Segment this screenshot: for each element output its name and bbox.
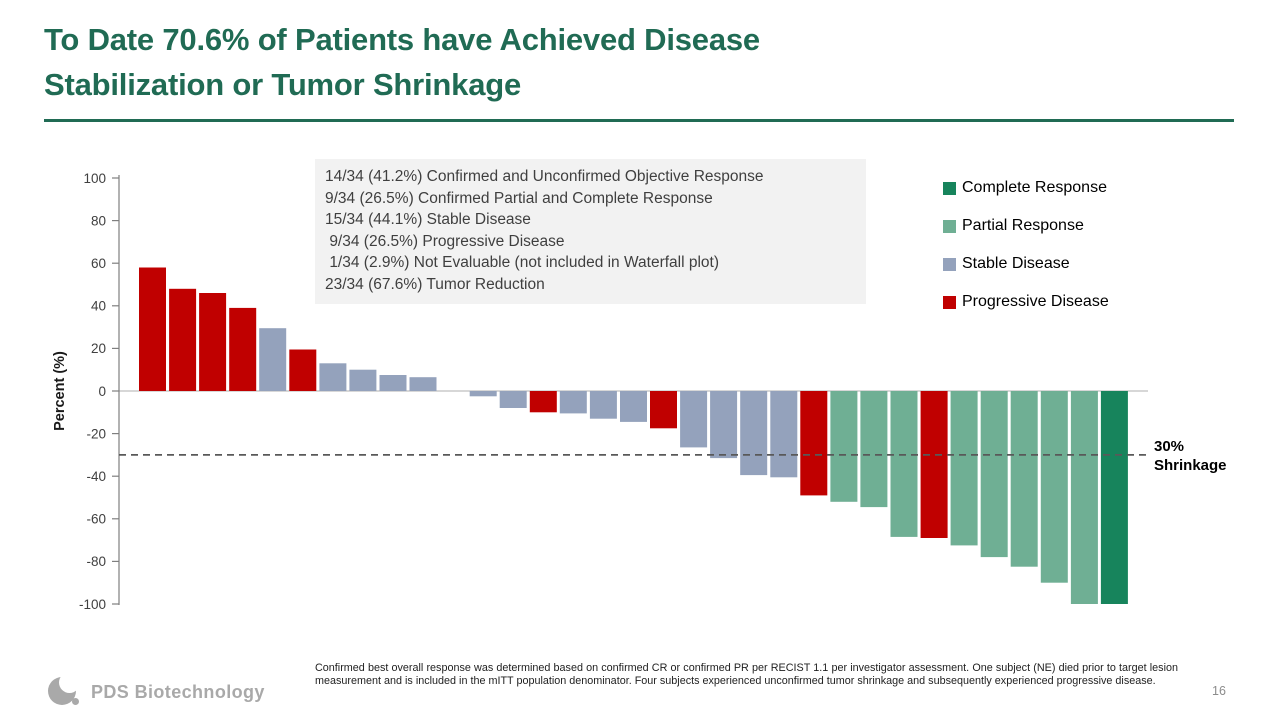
y-axis-tick-label: 0 — [98, 384, 106, 399]
pds-logo-icon — [46, 672, 82, 710]
legend-label: Stable Disease — [962, 255, 1070, 272]
waterfall-bar — [289, 349, 317, 391]
waterfall-bar — [920, 391, 948, 538]
shrinkage-annotation: 30% Shrinkage — [1154, 437, 1227, 475]
stats-line: 1/34 (2.9%) Not Evaluable (not included … — [325, 254, 720, 272]
logo-dot — [72, 698, 79, 705]
page-number: 16 — [1212, 684, 1226, 698]
waterfall-bar — [800, 391, 828, 496]
waterfall-bar — [259, 328, 287, 391]
legend-item-pd: Progressive Disease — [943, 283, 1109, 321]
legend-item-cr: Complete Response — [943, 169, 1109, 207]
stats-line: 23/34 (67.6%) Tumor Reduction — [325, 275, 545, 293]
waterfall-bar — [589, 391, 617, 419]
y-axis-tick-label: -100 — [79, 597, 106, 612]
waterfall-bar — [1040, 391, 1068, 583]
page-title-line1: To Date 70.6% of Patients have Achieved … — [44, 22, 760, 57]
shrinkage-annotation-line2: Shrinkage — [1154, 457, 1227, 474]
waterfall-bar — [139, 267, 166, 391]
waterfall-bar — [1100, 391, 1128, 604]
legend-item-pr: Partial Response — [943, 207, 1109, 245]
title-divider — [44, 119, 1234, 122]
logo-crescent — [59, 672, 80, 693]
logo: PDS Biotechnology — [46, 672, 265, 710]
y-axis-tick-label: 20 — [91, 341, 106, 356]
y-axis-tick-label: -80 — [86, 554, 106, 569]
footnote: Confirmed best overall response was dete… — [315, 662, 1178, 688]
y-axis-tick-label: -20 — [86, 426, 106, 441]
waterfall-bar — [860, 391, 888, 508]
y-axis-tick-label: 60 — [91, 256, 106, 271]
legend-label: Partial Response — [962, 217, 1084, 234]
waterfall-bar — [379, 375, 407, 391]
page-title: To Date 70.6% of Patients have Achieved … — [44, 17, 1144, 107]
waterfall-bar — [980, 391, 1008, 558]
waterfall-bar — [499, 391, 527, 408]
waterfall-bar — [620, 391, 647, 422]
response-stats-box: 14/34 (41.2%) Confirmed and Unconfirmed … — [315, 159, 866, 304]
waterfall-bar — [169, 288, 197, 391]
waterfall-bar — [740, 391, 768, 476]
shrinkage-annotation-line1: 30% — [1154, 438, 1185, 455]
legend-label: Progressive Disease — [962, 293, 1109, 310]
waterfall-bar — [529, 391, 557, 413]
waterfall-bar — [469, 391, 497, 397]
waterfall-bar — [1070, 391, 1098, 604]
waterfall-bar — [890, 391, 918, 537]
stats-line: 14/34 (41.2%) Confirmed and Unconfirmed … — [325, 168, 764, 185]
logo-text: PDS Biotechnology — [91, 681, 265, 702]
waterfall-bar — [229, 307, 257, 391]
stats-line: 9/34 (26.5%) Progressive Disease — [325, 232, 565, 250]
y-axis-tick-label: -40 — [86, 469, 106, 484]
y-axis-title: Percent (%) — [52, 351, 68, 431]
waterfall-bar — [349, 369, 377, 391]
waterfall-bar — [950, 391, 978, 546]
stats-line: 15/34 (44.1%) Stable Disease — [325, 211, 531, 229]
legend-swatch-icon — [943, 181, 956, 195]
waterfall-bar — [650, 391, 677, 429]
waterfall-bar — [680, 391, 708, 448]
y-axis-tick-label: -60 — [86, 512, 106, 527]
y-axis-tick-label: 40 — [91, 299, 106, 314]
waterfall-bar — [1010, 391, 1038, 567]
legend-item-sd: Stable Disease — [943, 245, 1109, 283]
waterfall-bar — [319, 363, 347, 391]
chart-legend: Complete Response Partial Response Stable … — [943, 169, 1109, 321]
waterfall-bar — [710, 391, 738, 459]
legend-label: Complete Response — [962, 179, 1107, 196]
waterfall-bar — [409, 377, 437, 391]
y-axis-tick-label: 100 — [83, 171, 106, 186]
legend-swatch-icon — [943, 219, 956, 233]
waterfall-bar — [559, 391, 587, 414]
legend-swatch-icon — [943, 295, 956, 309]
waterfall-bar — [770, 391, 798, 478]
page-title-line2: Stabilization or Tumor Shrinkage — [44, 67, 522, 102]
legend-swatch-icon — [943, 257, 956, 271]
y-axis-tick-label: 80 — [91, 213, 106, 228]
stats-line: 9/34 (26.5%) Confirmed Partial and Compl… — [325, 189, 713, 207]
waterfall-bar — [199, 293, 227, 391]
waterfall-bar — [830, 391, 858, 502]
